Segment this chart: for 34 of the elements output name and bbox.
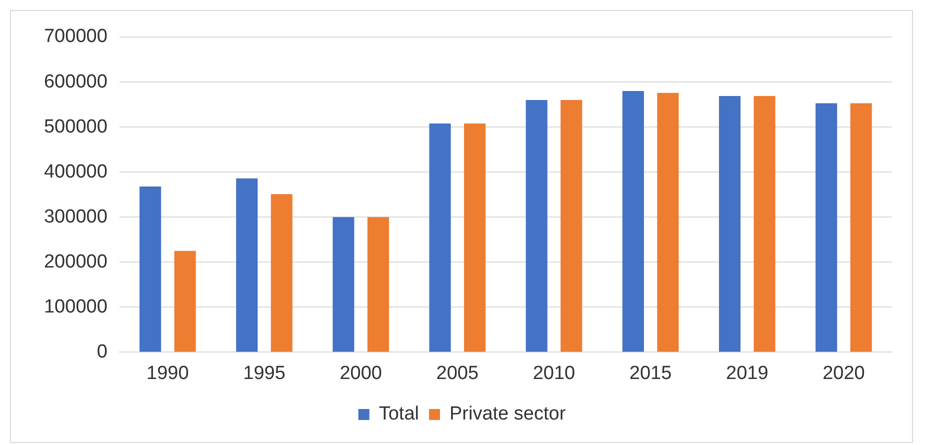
legend-label: Total — [378, 404, 419, 425]
x-tick-label: 1995 — [243, 362, 286, 384]
y-tick-label: 500000 — [44, 116, 108, 138]
x-tick-label: 2000 — [340, 362, 382, 384]
bar — [816, 103, 838, 352]
y-tick-label: 0 — [96, 341, 108, 362]
bar — [718, 96, 741, 352]
y-tick-label: 700000 — [44, 26, 108, 48]
bar — [429, 123, 451, 352]
bar — [270, 194, 292, 352]
bar — [754, 96, 776, 352]
x-tick-label: 1990 — [146, 362, 189, 384]
bar — [367, 217, 389, 352]
y-tick-label: 400000 — [44, 161, 108, 182]
bar — [464, 123, 486, 352]
bar — [622, 91, 644, 352]
bar — [560, 100, 582, 352]
y-tick-label: 300000 — [44, 206, 108, 228]
bar — [526, 100, 548, 352]
y-tick-label: 600000 — [44, 71, 108, 92]
y-tick-label: 200000 — [44, 251, 108, 272]
bar — [657, 92, 679, 352]
x-tick-label: 2020 — [822, 362, 865, 384]
bar — [236, 178, 258, 352]
x-tick-label: 2019 — [726, 362, 768, 384]
bar — [850, 103, 872, 352]
x-tick-label: 2005 — [436, 362, 479, 384]
y-tick-label: 100000 — [44, 296, 108, 318]
bar — [140, 186, 162, 352]
bar — [174, 250, 196, 352]
x-tick-label: 2010 — [532, 362, 576, 384]
x-tick-label: 2015 — [629, 362, 672, 384]
legend-label: Private sector — [449, 404, 566, 425]
bar — [332, 217, 354, 352]
